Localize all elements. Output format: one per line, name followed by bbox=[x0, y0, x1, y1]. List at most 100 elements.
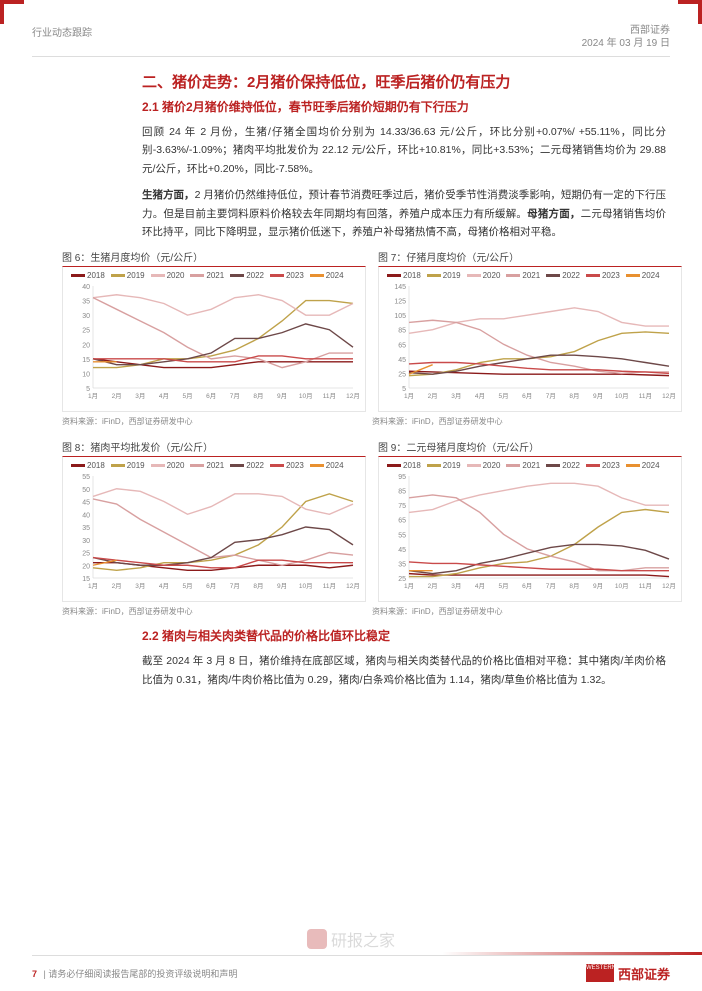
svg-text:4月: 4月 bbox=[475, 582, 485, 590]
svg-text:1月: 1月 bbox=[88, 392, 98, 400]
legend-label: 2019 bbox=[443, 461, 461, 470]
chart-legend: 2018201920202021202220232024 bbox=[379, 267, 681, 280]
legend-swatch bbox=[546, 464, 560, 467]
chart-column: 图 7：仔猪月度均价（元/公斤） 20182019202020212022202… bbox=[378, 249, 682, 412]
section-heading-2-1: 2.1 猪价2月猪价维持低位，春节旺季后猪价短期仍有下行压力 bbox=[142, 98, 666, 115]
legend-item: 2024 bbox=[626, 271, 660, 280]
svg-text:65: 65 bbox=[398, 343, 406, 350]
svg-text:8月: 8月 bbox=[253, 392, 263, 400]
charts-row: 图 6：生猪月度均价（元/公斤） 20182019202020212022202… bbox=[32, 249, 670, 412]
svg-text:4月: 4月 bbox=[159, 392, 169, 400]
svg-text:55: 55 bbox=[82, 474, 90, 481]
svg-text:5: 5 bbox=[402, 386, 406, 393]
legend-swatch bbox=[586, 464, 600, 467]
svg-text:7月: 7月 bbox=[546, 392, 556, 400]
chart-title: 图 8：猪肉平均批发价（元/公斤） bbox=[62, 439, 366, 454]
svg-text:30: 30 bbox=[82, 313, 90, 320]
header-left: 行业动态跟踪 bbox=[32, 24, 92, 50]
svg-text:105: 105 bbox=[394, 313, 406, 320]
legend-item: 2018 bbox=[71, 461, 105, 470]
legend-item: 2019 bbox=[111, 461, 145, 470]
svg-text:10月: 10月 bbox=[615, 582, 629, 590]
svg-text:5月: 5月 bbox=[182, 582, 192, 590]
svg-text:55: 55 bbox=[398, 533, 406, 540]
svg-text:25: 25 bbox=[82, 328, 90, 335]
legend-item: 2021 bbox=[190, 271, 224, 280]
legend-label: 2020 bbox=[167, 461, 185, 470]
svg-text:6月: 6月 bbox=[522, 392, 532, 400]
svg-text:10月: 10月 bbox=[299, 582, 313, 590]
legend-swatch bbox=[310, 274, 324, 277]
svg-text:145: 145 bbox=[394, 284, 406, 291]
svg-text:65: 65 bbox=[398, 518, 406, 525]
logo-icon: WESTERN bbox=[586, 964, 614, 982]
legend-swatch bbox=[190, 274, 204, 277]
footer-left: 7 | 请务必仔细阅读报告尾部的投资评级说明和声明 bbox=[32, 967, 237, 980]
svg-text:85: 85 bbox=[398, 489, 406, 496]
legend-label: 2018 bbox=[87, 461, 105, 470]
legend-label: 2018 bbox=[403, 271, 421, 280]
paragraph-3: 截至 2024 年 3 月 8 日，猪价维持在底部区域，猪肉与相关肉类替代品的价… bbox=[142, 652, 666, 689]
svg-text:75: 75 bbox=[398, 503, 406, 510]
header-right: 西部证券 2024 年 03 月 19 日 bbox=[582, 24, 670, 50]
legend-item: 2020 bbox=[467, 271, 501, 280]
logo-text: 西部证券 bbox=[618, 964, 670, 983]
legend-label: 2021 bbox=[522, 461, 540, 470]
svg-text:12月: 12月 bbox=[346, 582, 359, 590]
legend-label: 2018 bbox=[87, 271, 105, 280]
svg-text:2月: 2月 bbox=[112, 392, 122, 400]
svg-text:6月: 6月 bbox=[206, 392, 216, 400]
page-number: 7 bbox=[32, 969, 37, 979]
svg-text:12月: 12月 bbox=[662, 392, 675, 400]
chart-plot: 5101520253035401月2月3月4月5月6月7月8月9月10月11月1… bbox=[63, 280, 365, 411]
legend-label: 2023 bbox=[602, 271, 620, 280]
legend-swatch bbox=[626, 274, 640, 277]
legend-item: 2024 bbox=[626, 461, 660, 470]
legend-swatch bbox=[586, 274, 600, 277]
svg-text:10月: 10月 bbox=[615, 392, 629, 400]
legend-swatch bbox=[230, 274, 244, 277]
svg-text:45: 45 bbox=[398, 547, 406, 554]
legend-label: 2024 bbox=[326, 461, 344, 470]
legend-label: 2022 bbox=[562, 271, 580, 280]
legend-item: 2018 bbox=[71, 271, 105, 280]
svg-text:35: 35 bbox=[398, 562, 406, 569]
svg-text:40: 40 bbox=[82, 513, 90, 520]
footer-disclaimer: 请务必仔细阅读报告尾部的投资评级说明和声明 bbox=[48, 969, 237, 979]
legend-item: 2021 bbox=[190, 461, 224, 470]
svg-text:8月: 8月 bbox=[253, 582, 263, 590]
legend-label: 2022 bbox=[562, 461, 580, 470]
chart-plot: 5254565851051251451月2月3月4月5月6月7月8月9月10月1… bbox=[379, 280, 681, 411]
chart-title: 图 7：仔猪月度均价（元/公斤） bbox=[378, 249, 682, 264]
svg-text:3月: 3月 bbox=[451, 392, 461, 400]
legend-label: 2022 bbox=[246, 461, 264, 470]
svg-text:125: 125 bbox=[394, 299, 406, 306]
svg-text:15: 15 bbox=[82, 576, 90, 583]
legend-swatch bbox=[427, 464, 441, 467]
legend-label: 2019 bbox=[127, 461, 145, 470]
svg-text:6月: 6月 bbox=[522, 582, 532, 590]
legend-label: 2021 bbox=[206, 461, 224, 470]
svg-text:50: 50 bbox=[82, 487, 90, 494]
legend-label: 2018 bbox=[403, 461, 421, 470]
legend-item: 2023 bbox=[270, 271, 304, 280]
legend-swatch bbox=[71, 274, 85, 277]
svg-text:11月: 11月 bbox=[323, 392, 336, 400]
svg-text:95: 95 bbox=[398, 474, 406, 481]
legend-item: 2024 bbox=[310, 461, 344, 470]
svg-text:5月: 5月 bbox=[498, 582, 508, 590]
svg-text:5月: 5月 bbox=[182, 392, 192, 400]
legend-item: 2022 bbox=[546, 461, 580, 470]
legend-label: 2024 bbox=[642, 271, 660, 280]
legend-label: 2021 bbox=[206, 271, 224, 280]
svg-text:9月: 9月 bbox=[593, 392, 603, 400]
legend-item: 2020 bbox=[467, 461, 501, 470]
svg-text:40: 40 bbox=[82, 284, 90, 291]
legend-label: 2019 bbox=[443, 271, 461, 280]
p2-bold-a: 生猪方面， bbox=[142, 189, 195, 201]
chart-box: 2018201920202021202220232024 52545658510… bbox=[378, 266, 682, 412]
svg-text:20: 20 bbox=[82, 343, 90, 350]
chart-title: 图 6：生猪月度均价（元/公斤） bbox=[62, 249, 366, 264]
legend-swatch bbox=[467, 464, 481, 467]
watermark: 研报之家 bbox=[307, 927, 395, 951]
